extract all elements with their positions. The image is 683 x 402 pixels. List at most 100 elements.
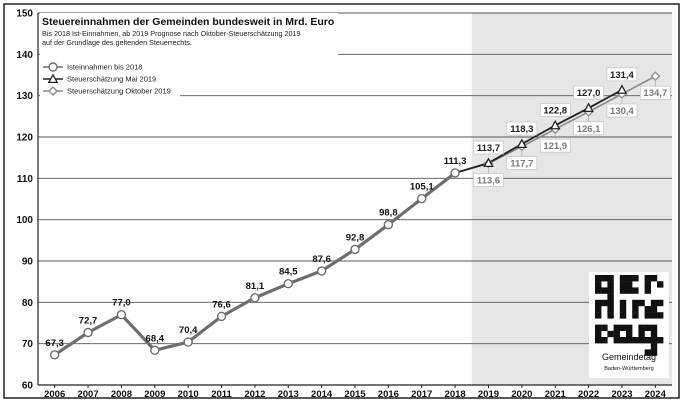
data-label-box-mai: [606, 67, 638, 82]
logo-subname: Baden-Württemberg: [604, 366, 654, 372]
x-tick-label: 2010: [178, 389, 199, 400]
logo-mark-cell: [613, 337, 620, 344]
logo-mark-cell: [626, 324, 633, 331]
data-label-mai: 122,8: [543, 105, 567, 116]
logo-mark-cell: [632, 299, 639, 307]
x-tick-label: 2013: [278, 389, 299, 400]
x-tick-label: 2012: [244, 389, 265, 400]
data-label-hist: 67,3: [45, 338, 64, 349]
gemeindetag-logo: Gemeindetag Baden-Württemberg: [589, 272, 669, 378]
series-marker-mai: [483, 157, 494, 168]
series-marker-mai: [616, 84, 628, 94]
y-tick-label: 60: [22, 381, 34, 392]
logo-mark-cell: [644, 281, 651, 288]
y-tick-label: 110: [17, 174, 34, 185]
logo-mark-cell: [644, 306, 651, 313]
data-label-okt: 117,7: [510, 159, 533, 170]
legend-swatch-marker-mai: [47, 73, 59, 84]
y-tick-label: 140: [16, 50, 33, 61]
logo-mark-cell: [644, 349, 651, 356]
logo-mark-cell: [626, 281, 633, 288]
x-tick-label: 2015: [344, 389, 366, 400]
logo-mark-cell: [657, 312, 664, 319]
y-tick-label: 90: [22, 257, 34, 268]
chart-title: Steuereinnahmen der Gemeinden bundesweit…: [42, 16, 334, 28]
logo-mark-cell: [632, 275, 639, 282]
series-marker-hist: [383, 219, 394, 230]
data-label-box-mai: [473, 140, 504, 155]
legend: Isteinnahmen bis 2018 Steuerschätzung Mai…: [40, 57, 180, 101]
title-background: [40, 13, 338, 55]
logo-mark-cell: [607, 275, 614, 282]
legend-swatch-marker-hist: [48, 62, 58, 72]
logo-mark-cell: [601, 275, 608, 282]
data-label-okt: 134,7: [643, 88, 667, 99]
x-tick-label: 2020: [511, 389, 532, 400]
series-marker-hist: [83, 327, 93, 338]
series-marker-hist: [283, 279, 293, 289]
logo-mark-cell: [601, 299, 608, 307]
logo-mark-cell: [595, 330, 602, 338]
x-axis-ticks: 2006 2007 2008 2009 2010 2011 2012 2013 2014 2015…: [44, 385, 667, 400]
logo-mark-cell: [595, 299, 602, 307]
logo-mark-cell: [632, 287, 639, 294]
data-label-hist: 72,7: [79, 316, 98, 327]
data-label-okt: 130,4: [610, 106, 634, 117]
x-tick-label: 2007: [77, 389, 98, 400]
logo-mark-cell: [644, 312, 651, 319]
series-markers: [49, 71, 661, 360]
data-label-box-mai: [539, 103, 571, 117]
logo-mark-cell: [632, 312, 639, 319]
data-label-hist: 81,1: [246, 281, 265, 292]
logo-mark-cell: [613, 324, 620, 331]
logo-mark-cell: [626, 337, 633, 344]
y-tick-label: 120: [16, 133, 33, 144]
logo-mark-cell: [607, 306, 614, 313]
logo-mark-cell: [619, 275, 627, 282]
x-tick-label: 2016: [378, 389, 399, 400]
data-label-hist: 77,0: [112, 298, 131, 309]
series-marker-hist: [450, 168, 460, 178]
logo-mark-cell: [644, 287, 651, 294]
y-tick-label: 80: [22, 298, 34, 309]
data-label-box-mai: [573, 85, 604, 100]
logo-mark-cell: [650, 299, 658, 307]
logo-mark-cell: [644, 324, 651, 331]
y-tick-label: 100: [16, 215, 33, 226]
gemeindetag-logo-mark: [595, 275, 664, 356]
data-label-okt: 113,6: [477, 175, 500, 186]
logo-mark-cell: [650, 349, 658, 356]
y-axis-ticks: 60 70 80 90 100 110 120 130 140 150: [16, 9, 33, 392]
logo-mark-cell: [607, 330, 614, 338]
series-marker-hist: [150, 345, 160, 355]
logo-mark-cell: [619, 306, 627, 313]
logo-mark-cell: [619, 312, 627, 319]
x-tick-label: 2006: [44, 389, 65, 400]
logo-mark-cell: [650, 337, 658, 344]
logo-mark-cell: [626, 275, 633, 282]
logo-mark-cell: [595, 324, 602, 331]
logo-mark-cell: [644, 275, 651, 282]
logo-mark-cell: [595, 287, 602, 294]
y-tick-label: 130: [16, 91, 33, 102]
logo-mark-cell: [650, 312, 658, 319]
data-label-okt: 121,9: [543, 141, 567, 152]
logo-mark-cell: [650, 275, 658, 282]
data-label-box-okt: [640, 85, 671, 100]
data-label-hist: 68,4: [146, 333, 165, 344]
x-tick-label: 2019: [478, 389, 499, 400]
y-tick-label: 70: [22, 339, 34, 350]
logo-mark-cell: [613, 330, 620, 338]
logo-mark-cell: [601, 337, 608, 344]
legend-background: [40, 57, 180, 101]
series-marker-hist: [316, 266, 327, 276]
data-label-hist: 87,6: [312, 254, 331, 265]
series-marker-hist: [216, 311, 227, 322]
data-label-box-mai: [506, 121, 538, 136]
series-marker-hist: [417, 193, 427, 204]
logo-mark-cell: [650, 324, 658, 331]
legend-label-hist: Isteinnahmen bis 2018: [67, 63, 142, 72]
logo-mark-cell: [632, 306, 639, 313]
data-label-hist: 84,5: [279, 267, 298, 278]
